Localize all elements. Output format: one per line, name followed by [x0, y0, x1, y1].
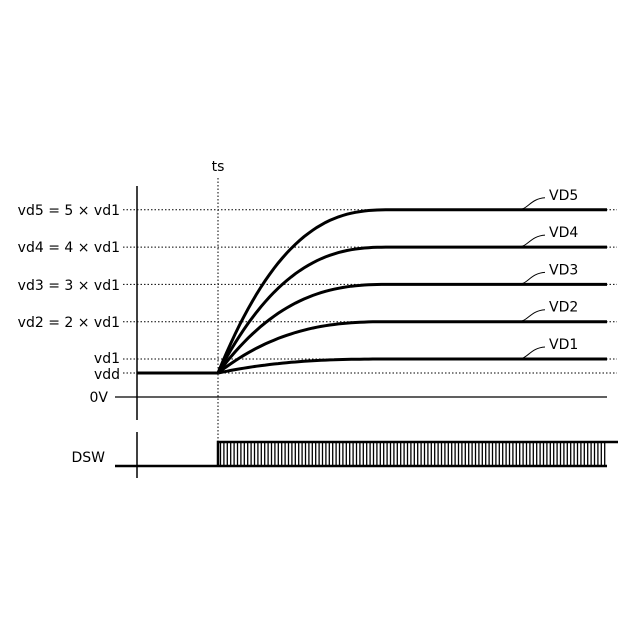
vd5-label: vd5 = 5 × vd1	[18, 203, 120, 219]
curve-label-vd2: VD2	[549, 300, 578, 316]
vdd-label: vdd	[94, 367, 120, 383]
reference-lines	[123, 210, 617, 373]
leader-line	[518, 310, 545, 322]
dsw-pulse-train	[218, 442, 618, 466]
vd4-label: vd4 = 4 × vd1	[18, 240, 120, 256]
vd1-label: vd1	[94, 351, 120, 367]
vd2-label: vd2 = 2 × vd1	[18, 315, 120, 331]
leader-line	[518, 347, 545, 359]
curve-label-vd4: VD4	[549, 225, 578, 241]
vd3-label: vd3 = 3 × vd1	[18, 278, 120, 294]
curve-vd1	[218, 359, 607, 373]
zero-volt-label: 0V	[90, 390, 109, 406]
curve-label-vd3: VD3	[549, 262, 578, 278]
leader-line	[518, 198, 545, 210]
leader-line	[518, 235, 545, 247]
voltage-curves: VD1 VD2 VD3 VD4 VD5	[218, 188, 607, 373]
curve-label-vd5: VD5	[549, 188, 578, 204]
leader-line	[518, 272, 545, 284]
curve-label-vd1: VD1	[549, 337, 578, 353]
ts-label: ts	[212, 159, 225, 175]
dsw-label: DSW	[71, 450, 105, 466]
